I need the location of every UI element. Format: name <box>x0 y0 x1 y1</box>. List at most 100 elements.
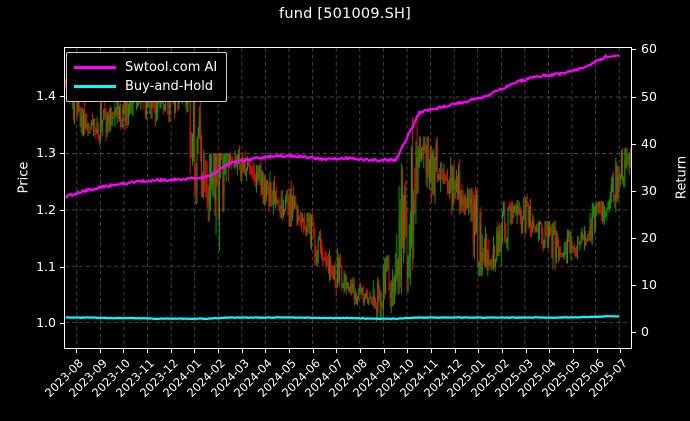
candle-body <box>65 80 67 82</box>
candle-body <box>471 194 473 205</box>
candle-body <box>108 115 110 124</box>
candle-body <box>396 261 398 280</box>
x-tick-mark <box>75 349 77 353</box>
candle-body <box>440 176 442 179</box>
candle-body <box>244 158 246 176</box>
candle-body <box>203 175 205 194</box>
candle-body <box>425 148 427 174</box>
candle-body <box>582 234 584 240</box>
candle-body <box>313 223 315 229</box>
candle-body <box>569 232 571 253</box>
candle-body <box>218 153 220 219</box>
candle-body <box>199 118 201 142</box>
candle-body <box>316 252 318 263</box>
candle-body <box>411 153 412 224</box>
y-tick-mark <box>60 153 64 155</box>
candle-body <box>385 268 387 293</box>
x-tick-mark <box>123 349 125 353</box>
candle-body <box>432 152 434 186</box>
candle-body <box>331 269 333 276</box>
candle-body <box>97 124 99 137</box>
candle-body <box>532 221 534 232</box>
candle-body <box>525 201 527 232</box>
candle-body <box>610 184 612 195</box>
candle-body <box>597 203 599 207</box>
chart-legend[interactable]: Swtool.com AI Buy-and-Hold <box>66 52 228 102</box>
candle-body <box>363 297 365 303</box>
candle-body <box>81 115 83 134</box>
candle-body <box>478 262 480 267</box>
candle-body <box>477 196 479 267</box>
candle-body <box>366 294 367 296</box>
candle-body <box>293 195 294 205</box>
candle-body <box>586 238 588 240</box>
x-tick-mark <box>170 349 172 353</box>
candle-body <box>84 113 86 128</box>
candle-body <box>426 136 428 174</box>
candle-body <box>254 174 256 180</box>
x-tick-mark <box>146 349 148 353</box>
candle-body <box>262 173 264 204</box>
candle-body <box>591 212 593 240</box>
candle-body <box>378 283 380 298</box>
candle-body <box>479 224 481 263</box>
candle-body <box>488 254 490 265</box>
candle-body <box>291 195 293 218</box>
candle-body <box>507 207 509 241</box>
x-tick-mark <box>572 349 574 353</box>
candle-body <box>250 167 252 173</box>
candle-body <box>253 173 255 175</box>
candle-body <box>517 205 519 214</box>
legend-label-strategy: Swtool.com AI <box>125 60 218 75</box>
candle-body <box>241 157 243 177</box>
candle-body <box>577 243 579 252</box>
candle-body <box>99 104 101 143</box>
candle-body <box>603 204 604 221</box>
candle-body <box>508 207 510 209</box>
candle-body <box>79 109 81 126</box>
candle-body <box>601 204 603 217</box>
candle-body <box>351 284 353 289</box>
candle-body <box>515 206 517 216</box>
candle-body <box>156 110 157 113</box>
candle-body <box>519 210 521 219</box>
candle-body <box>284 209 285 210</box>
candle-body <box>539 222 540 230</box>
legend-item-strategy[interactable]: Swtool.com AI <box>74 58 217 77</box>
candle-body <box>516 205 518 216</box>
candle-body <box>320 238 321 249</box>
y2-tick-mark <box>632 285 636 287</box>
candle-body <box>494 246 496 266</box>
candle-body <box>576 251 577 252</box>
candle-body <box>263 183 265 204</box>
candle-body <box>275 196 277 203</box>
candle-body <box>88 125 90 127</box>
candle-body <box>384 271 385 293</box>
candle-body <box>132 97 134 108</box>
candle-body <box>196 138 198 190</box>
legend-swatch-buyhold <box>74 85 116 88</box>
candle-body <box>367 295 369 304</box>
candle-body <box>93 119 95 125</box>
candle-body <box>159 102 161 104</box>
candle-body <box>452 176 454 205</box>
candle-body <box>309 216 311 246</box>
candle-body <box>216 153 218 182</box>
candle-body <box>403 234 405 243</box>
legend-item-buyhold[interactable]: Buy-and-Hold <box>74 77 217 96</box>
y2-tick-label: 50 <box>641 88 657 104</box>
candle-body <box>391 283 393 292</box>
candle-body <box>462 199 464 205</box>
candle-body <box>600 210 602 217</box>
candle-body <box>350 284 352 289</box>
candlestick-series <box>65 63 631 323</box>
candle-body <box>352 284 354 289</box>
x-tick-mark <box>478 349 480 353</box>
candle-body <box>77 97 79 113</box>
candle-body <box>617 176 619 199</box>
candle-body <box>364 294 366 298</box>
candle-body <box>402 186 403 243</box>
candle-body <box>472 204 474 246</box>
candle-body <box>573 247 575 250</box>
